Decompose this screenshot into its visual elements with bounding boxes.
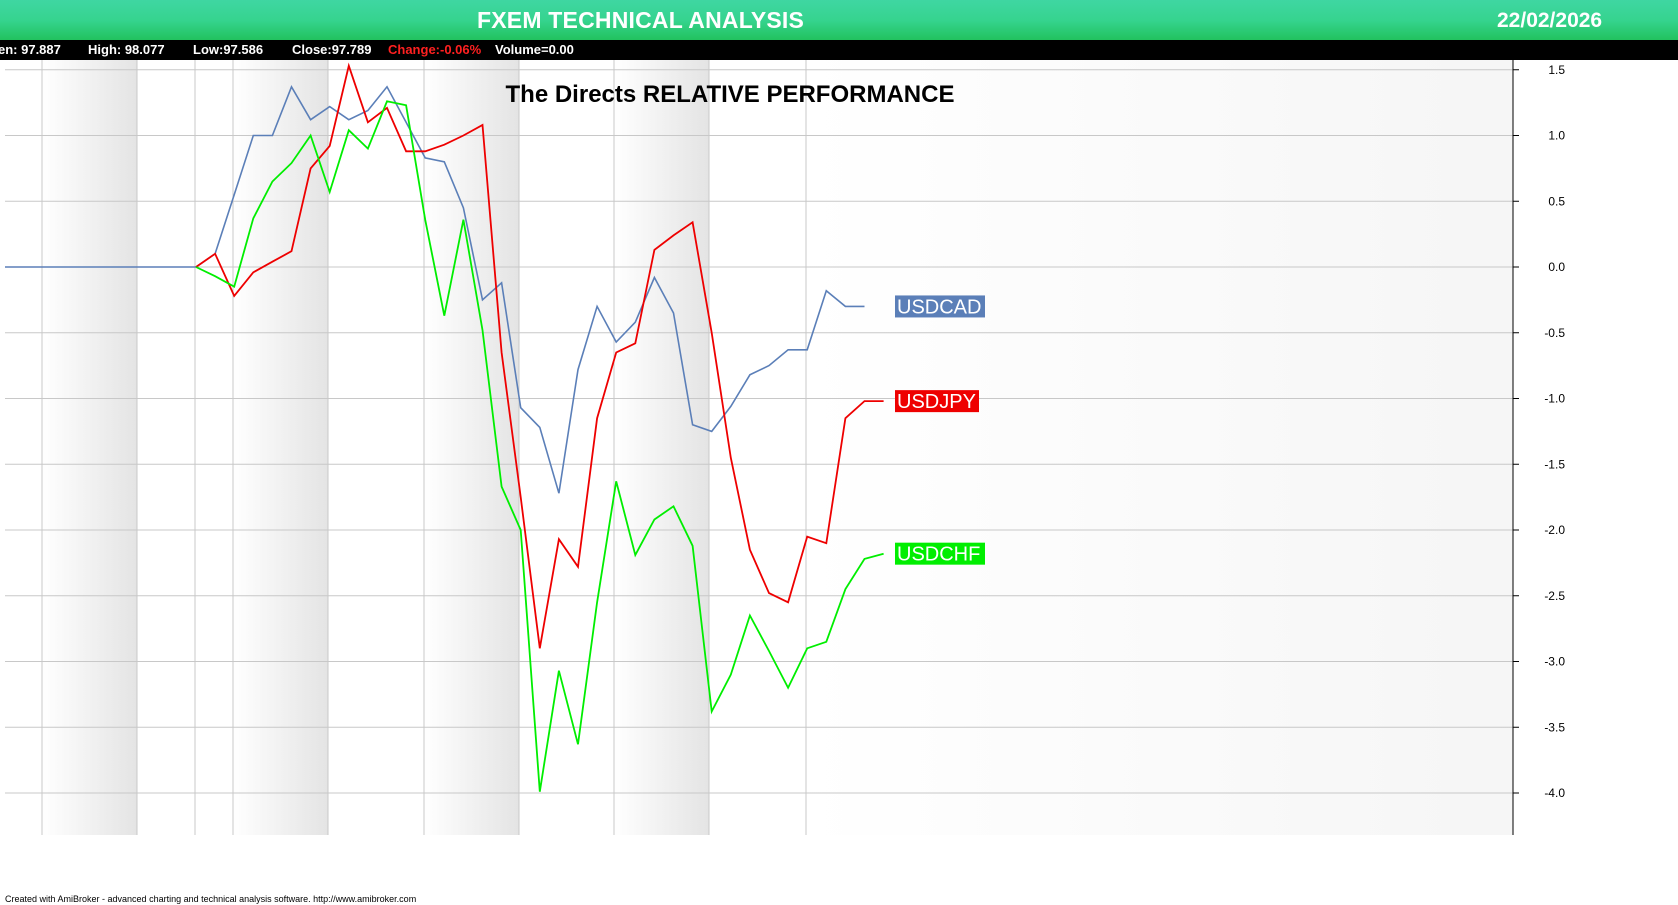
series-labels: USDCAD USDJPY USDCHF xyxy=(895,295,985,566)
series-label-usdchf: USDCHF xyxy=(897,544,980,566)
close-value: Close:97.789 xyxy=(292,42,372,57)
volume-value: Volume=0.00 xyxy=(495,42,574,57)
change-value: Change:-0.06% xyxy=(388,42,482,57)
relative-performance-chart: The Directs RELATIVE PERFORMANCE USDCADU… xyxy=(5,60,1565,835)
shaded-band xyxy=(233,60,328,835)
high-value: High: 98.077 xyxy=(88,42,165,57)
y-tick-label: 0.5 xyxy=(1548,194,1565,208)
series-line-usdchf xyxy=(195,100,884,792)
shaded-band xyxy=(42,60,137,835)
open-value: en: 97.887 xyxy=(0,42,61,57)
y-tick-label: -3.5 xyxy=(1544,720,1565,734)
series-label-box xyxy=(895,295,985,318)
y-tick-label: 1.0 xyxy=(1548,129,1565,143)
series-label-box xyxy=(895,542,985,565)
grid-lines xyxy=(5,60,1513,835)
series-line-usdjpy xyxy=(195,62,884,649)
series-label-usdcad: USDCAD xyxy=(897,296,981,318)
y-tick-label: -3.0 xyxy=(1544,655,1565,669)
y-axis: 1.5 1.0 0.5 0.0 -0.5 -1.0 -1.5 -2.0 -2.5 -3.0 -3.5… xyxy=(1512,60,1565,835)
y-tick-label: 1.5 xyxy=(1548,63,1565,77)
series-line-usdcad xyxy=(5,84,865,494)
y-tick-label: -1.0 xyxy=(1544,392,1565,406)
series-label-box xyxy=(895,390,979,413)
header-date: 22/02/2026 xyxy=(1497,9,1603,32)
y-tick-label: -2.0 xyxy=(1544,523,1565,537)
header-title: FXEM TECHNICAL ANALYSIS xyxy=(477,7,805,33)
footer-credit: Created with AmiBroker - advanced charti… xyxy=(5,894,417,904)
chart-title: The Directs RELATIVE PERFORMANCE xyxy=(506,81,955,108)
shaded-band xyxy=(806,60,1513,835)
plot-background xyxy=(42,60,1513,835)
shaded-band xyxy=(614,60,709,835)
header-bar: FXEM TECHNICAL ANALYSIS 22/02/2026 xyxy=(0,0,1678,40)
y-tick-label: -4.0 xyxy=(1544,786,1565,800)
y-tick-label: -1.5 xyxy=(1544,457,1565,471)
y-tick-label: -0.5 xyxy=(1544,326,1565,340)
low-value: Low:97.586 xyxy=(193,42,264,57)
series-label-usdjpy: USDJPY xyxy=(897,391,976,413)
y-tick-label: 0.0 xyxy=(1548,260,1565,274)
info-bar: en: 97.887 High: 98.077 Low:97.586 Close… xyxy=(0,40,1678,60)
shaded-band xyxy=(424,60,519,835)
y-tick-label: -2.5 xyxy=(1544,589,1565,603)
series-lines xyxy=(5,62,884,792)
